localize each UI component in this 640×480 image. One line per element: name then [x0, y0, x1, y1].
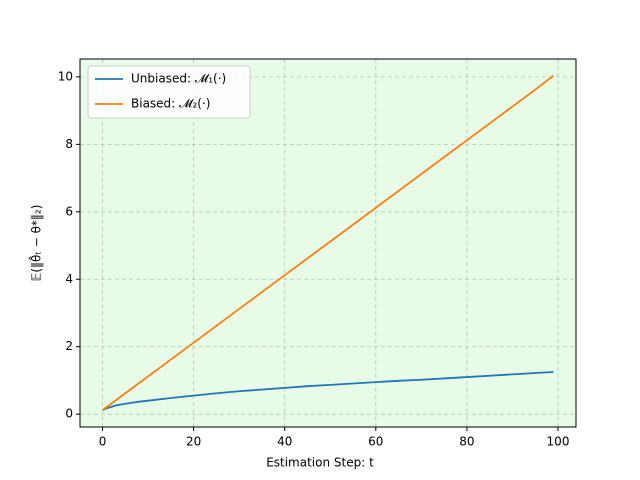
y-tick-label: 8	[65, 137, 73, 151]
y-tick-label: 2	[65, 339, 73, 353]
x-tick-label: 0	[99, 435, 107, 449]
y-tick-label: 6	[65, 204, 73, 218]
line-series	[102, 74, 555, 411]
y-tick-label: 4	[65, 272, 73, 286]
y-tick-label: 10	[58, 69, 73, 83]
legend: Unbiased: 𝓜₁(·) Biased: 𝓜₂(·)	[87, 65, 251, 119]
x-tick-label: 80	[459, 435, 474, 449]
x-tick-label: 40	[277, 435, 292, 449]
x-tick-label: 60	[368, 435, 383, 449]
axes-frame	[79, 58, 577, 428]
x-tick-label: 100	[547, 435, 570, 449]
x-tick-label: 20	[186, 435, 201, 449]
y-tick-label: 0	[65, 407, 73, 421]
legend-box	[87, 65, 251, 119]
legend-label: Unbiased: 𝓜₁(·)	[131, 72, 226, 86]
x-axis-label: Estimation Step: t	[266, 456, 374, 470]
line-series	[102, 371, 554, 411]
y-axis-label: 𝔼(‖θ̂ₜ − θ*‖₂)	[27, 205, 43, 282]
legend-label: Biased: 𝓜₂(·)	[131, 97, 210, 111]
